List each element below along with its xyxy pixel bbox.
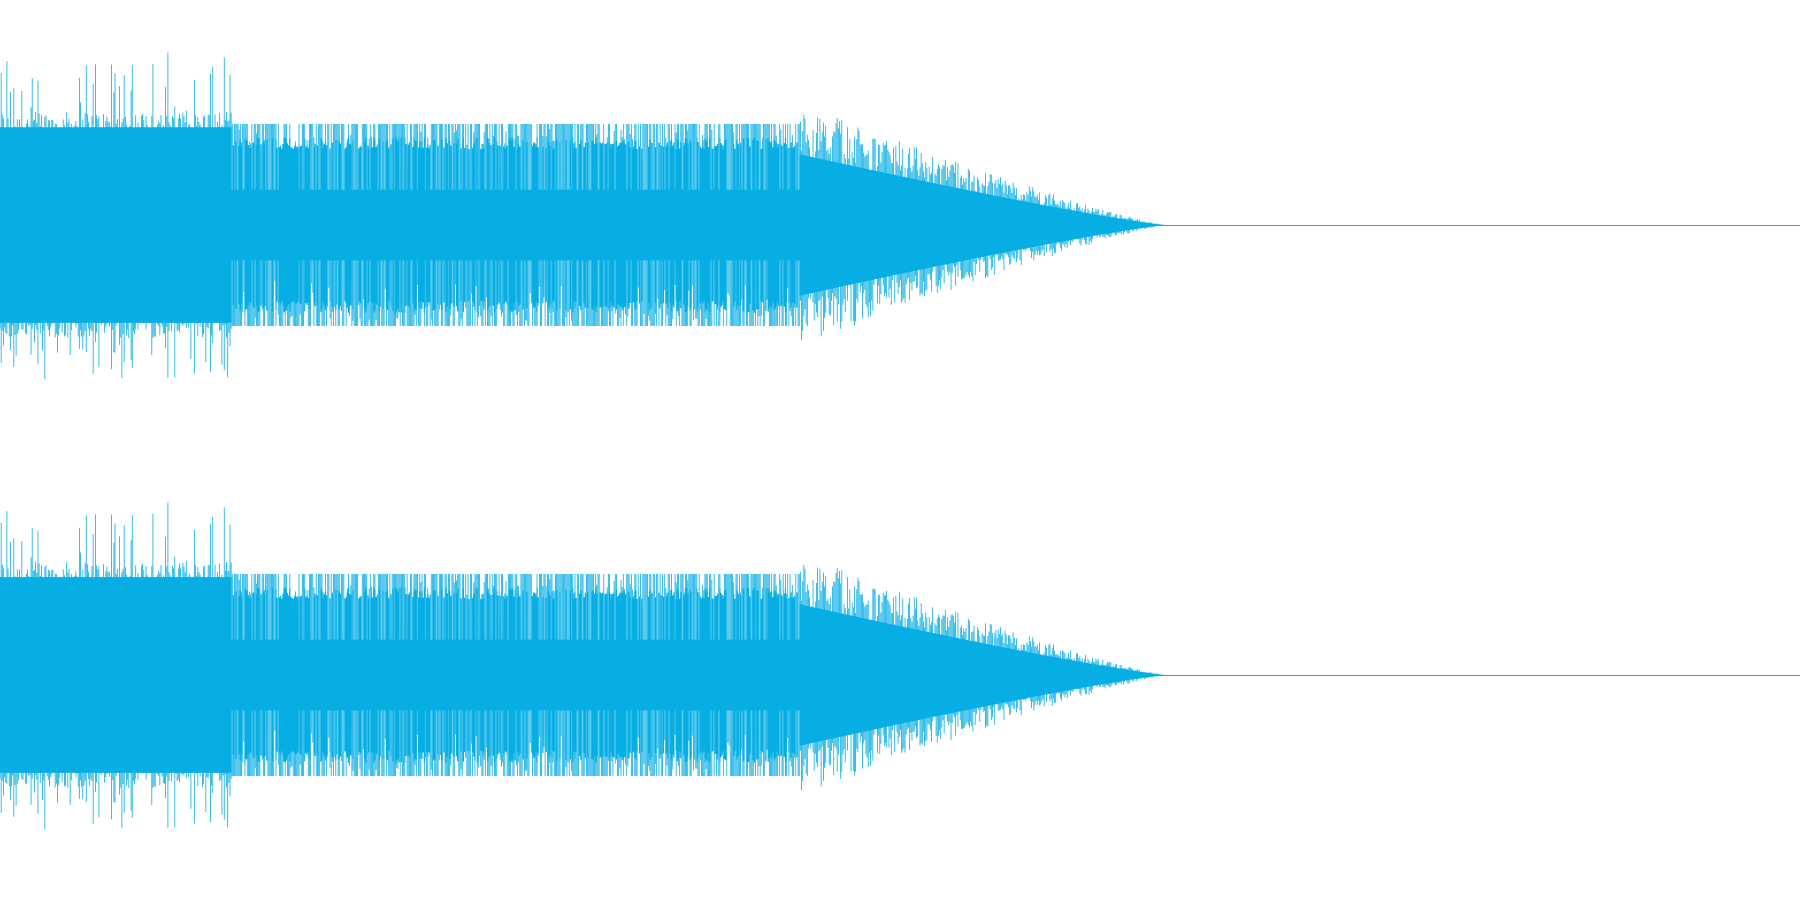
channel-2-waveform-core (0, 577, 1165, 773)
channel-1-waveform-core (0, 127, 1165, 323)
